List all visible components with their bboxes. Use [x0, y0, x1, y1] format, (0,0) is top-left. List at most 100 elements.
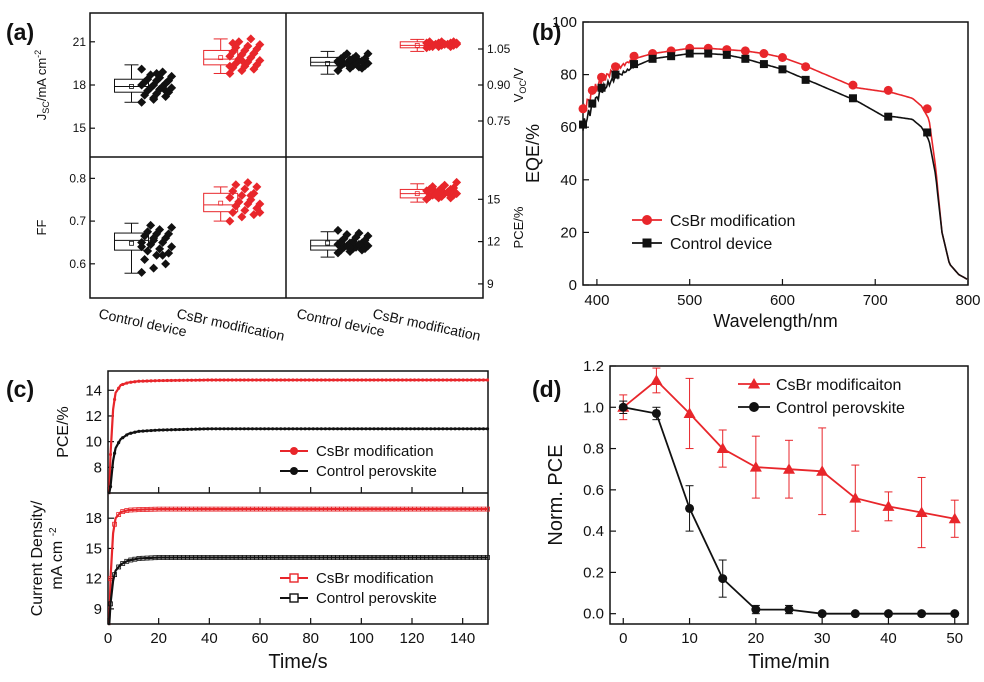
c-pce-marker — [429, 378, 433, 382]
c-pce-marker — [133, 380, 137, 384]
c-pce-marker — [226, 378, 230, 382]
a-ff-point — [164, 229, 174, 239]
c-pce-marker — [254, 427, 259, 431]
c-pce-marker — [408, 427, 413, 431]
c-jsc-ylabel-line1: Current Density/ — [29, 500, 46, 616]
c-pce-marker — [173, 428, 177, 432]
c-pce-marker — [311, 378, 315, 382]
c-pce-marker — [453, 427, 457, 431]
c-pce-marker — [384, 427, 388, 431]
c-pce-marker — [481, 378, 486, 382]
c-pce-marker — [121, 382, 125, 387]
b-legend-label: Control device — [670, 236, 772, 253]
c-pce-marker — [258, 378, 263, 382]
c-pce-marker — [108, 452, 113, 457]
d-xtick-label: 40 — [880, 630, 897, 647]
a-ff-mean — [218, 200, 224, 206]
a-pce-point — [333, 225, 343, 235]
b-ytick-label: 60 — [560, 119, 577, 136]
a-pce-point — [452, 177, 462, 187]
c-pce-ytick-label: 10 — [85, 434, 102, 451]
a-ff-point — [152, 250, 162, 260]
c-pce-marker — [149, 379, 153, 383]
c-pce-marker — [218, 378, 222, 382]
c-pce-marker — [141, 429, 145, 433]
c-jsc-marker — [112, 521, 117, 527]
a-voc-tick-label: 1.05 — [487, 42, 511, 56]
a-voc-tick-label: 0.75 — [487, 114, 511, 128]
c-xtick-label: 0 — [104, 630, 112, 647]
a-ff-point — [167, 223, 177, 232]
c-pce-marker — [364, 378, 368, 382]
c-pce-marker — [485, 427, 490, 431]
c-pce-marker — [145, 379, 149, 383]
d-xtick-label: 30 — [814, 630, 831, 647]
c-jsc-ytick-label: 12 — [85, 571, 102, 588]
a-ff-point — [155, 244, 165, 254]
c-pce-marker — [457, 427, 461, 431]
c-pce-marker — [339, 378, 344, 382]
c-pce-marker — [437, 427, 441, 431]
c-pce-marker — [242, 378, 246, 382]
c-pce-marker — [400, 378, 404, 382]
c-pce-marker — [117, 386, 121, 390]
c-pce-marker — [433, 378, 437, 382]
c-jsc-ytick-label: 18 — [85, 510, 102, 527]
a-ff-point — [161, 259, 171, 269]
c-xlabel: Time/s — [268, 651, 327, 673]
a-voc-tick-label: 0.90 — [487, 78, 511, 92]
c-pce-marker — [416, 378, 421, 382]
c-pce-marker — [222, 427, 226, 431]
c-pce-marker — [262, 378, 267, 382]
c-pce-marker — [356, 378, 360, 382]
c-pce-marker — [214, 427, 218, 431]
b-marker-csbr — [759, 49, 769, 59]
d-xtick-label: 10 — [681, 630, 698, 647]
c-pce-marker — [477, 427, 481, 431]
c-pce-marker — [441, 427, 445, 431]
c-pce-marker — [165, 378, 169, 383]
c-pce-marker — [291, 427, 295, 431]
a-jsc-mean — [218, 55, 224, 61]
c-pce-marker — [194, 427, 198, 431]
c-pce-marker — [469, 427, 473, 431]
c-pce-marker — [161, 428, 165, 432]
c-pce-marker — [129, 380, 133, 384]
d-marker-csbr — [650, 374, 663, 385]
c-jsc-marker — [485, 506, 490, 512]
d-marker-csbr — [915, 506, 928, 518]
a-voc-point — [428, 42, 438, 52]
c-pce-marker — [368, 427, 372, 431]
b-xlabel: Wavelength/nm — [713, 311, 837, 331]
a-pce-point — [428, 182, 438, 192]
a-voc-point — [354, 62, 364, 72]
d-ytick-label: 0.4 — [583, 523, 604, 540]
c-pce-marker — [441, 378, 445, 382]
d-marker-control — [950, 609, 960, 619]
c-pce-marker — [169, 428, 173, 432]
b-marker-control — [704, 49, 713, 58]
c-pce-marker — [388, 378, 392, 382]
a-ff-point — [231, 180, 241, 190]
c-xtick-label: 120 — [399, 630, 424, 647]
c-pce-marker — [461, 378, 465, 382]
b-ytick-label: 80 — [560, 67, 577, 84]
a-ff-tick-label: 0.8 — [69, 171, 86, 185]
d-marker-csbr — [749, 461, 762, 472]
a-voc-point — [452, 38, 462, 48]
d-marker-csbr — [716, 442, 729, 454]
a-jsc-point — [246, 34, 256, 44]
c-jsc-marker — [116, 564, 122, 570]
c-pce-marker — [133, 430, 137, 434]
c-pce-marker — [234, 427, 238, 431]
c-pce-marker — [137, 379, 141, 383]
b-xtick-label: 600 — [770, 292, 795, 309]
c-pce-marker — [457, 378, 461, 382]
a-jsc-tick-label: 18 — [73, 78, 87, 92]
a-ff-point — [255, 199, 265, 209]
c-pce-marker — [279, 378, 283, 382]
a-pce-ylabel: PCE/% — [511, 206, 526, 248]
c-pce-marker — [283, 378, 287, 382]
c-pce-marker — [198, 378, 202, 382]
